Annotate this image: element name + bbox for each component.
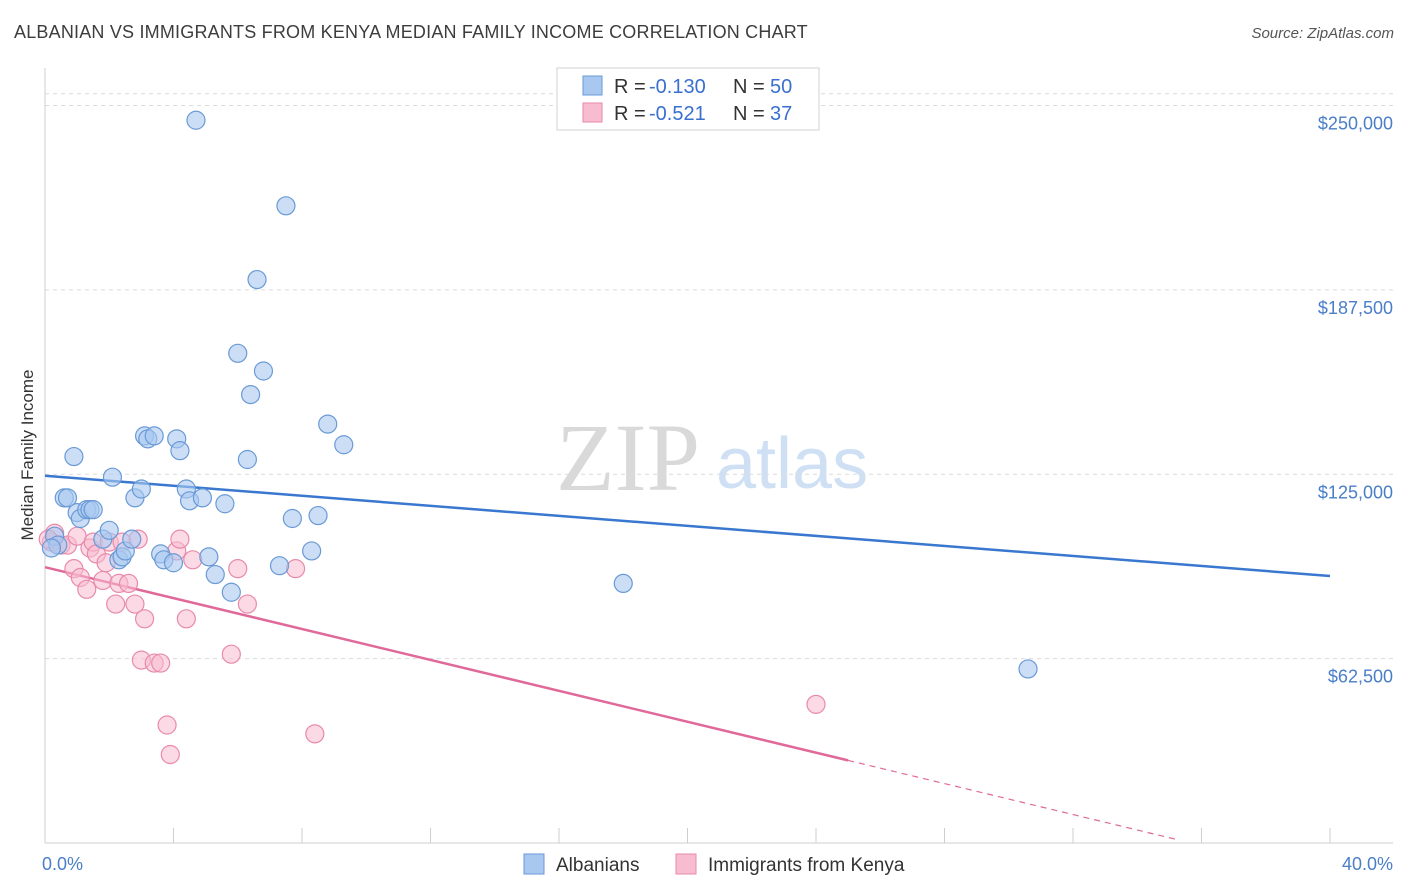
point-albanians <box>186 110 206 130</box>
point-albanians <box>308 505 328 526</box>
correlation-legend: R = -0.130 N = 50 R = -0.521 N = 37 <box>556 67 820 131</box>
legend-n-label-2: N = <box>733 103 765 125</box>
legend-swatch-albanians <box>582 75 603 96</box>
legend-swatch-kenya <box>582 102 603 123</box>
legend-n-value-2: 37 <box>770 103 792 125</box>
trend-line-kenya <box>44 565 849 762</box>
point-albanians <box>170 441 190 461</box>
point-albanians <box>144 426 164 446</box>
x-tick-label-max: 40.0% <box>1342 854 1393 874</box>
point-albanians <box>99 520 119 540</box>
series-legend: Albanians Immigrants from Kenya <box>523 853 905 876</box>
point-kenya <box>305 724 325 744</box>
axes <box>44 68 1393 844</box>
bottom-legend-kenya: Immigrants from Kenya <box>708 855 905 876</box>
point-albanians <box>282 508 302 529</box>
x-axis-labels: 0.0% 40.0% <box>42 854 1393 874</box>
bottom-legend-swatch-kenya <box>675 853 697 875</box>
point-albanians <box>41 538 62 558</box>
source-credit: Source: ZipAtlas.com <box>1251 25 1394 42</box>
y-axis-labels: $62,500 $125,000 $187,500 $250,000 <box>1318 114 1393 687</box>
bottom-legend-swatch-albanians <box>523 853 545 875</box>
trend-line-kenya-extension <box>847 759 1180 841</box>
y-tick-label: $125,000 <box>1318 482 1393 502</box>
point-kenya <box>221 644 241 664</box>
point-kenya <box>157 715 177 735</box>
point-kenya <box>237 594 257 614</box>
grid-lines <box>45 93 1393 660</box>
watermark-zip: ZIP <box>556 404 700 511</box>
point-albanians <box>192 488 213 508</box>
point-albanians <box>1018 659 1038 679</box>
watermark-atlas: atlas <box>716 424 868 504</box>
chart-title: ALBANIAN VS IMMIGRANTS FROM KENYA MEDIAN… <box>14 22 808 42</box>
point-albanians <box>64 446 84 467</box>
series-albanians-points <box>41 110 1038 679</box>
trend-lines <box>44 474 1331 841</box>
point-kenya <box>134 609 155 629</box>
point-kenya <box>228 559 248 579</box>
legend-r-value-1: -0.130 <box>649 76 706 98</box>
point-albanians <box>302 541 322 561</box>
bottom-legend-albanians: Albanians <box>556 855 639 876</box>
legend-n-label-1: N = <box>733 76 765 98</box>
point-kenya <box>170 529 190 549</box>
point-albanians <box>215 494 235 514</box>
trend-line-albanians <box>44 474 1331 578</box>
x-tick-label-min: 0.0% <box>42 854 83 874</box>
point-albanians <box>269 556 290 576</box>
point-kenya <box>106 594 126 614</box>
point-albanians <box>205 564 225 585</box>
y-tick-label: $187,500 <box>1318 298 1393 318</box>
point-kenya <box>125 594 145 614</box>
point-albanians <box>163 553 184 573</box>
point-albanians <box>247 269 267 290</box>
point-kenya <box>160 744 180 765</box>
legend-n-value-1: 50 <box>770 76 792 98</box>
point-kenya <box>93 570 113 591</box>
point-albanians <box>613 573 633 594</box>
point-albanians <box>228 343 248 363</box>
point-albanians <box>102 467 123 487</box>
point-albanians <box>334 435 354 455</box>
point-albanians <box>276 196 296 216</box>
y-tick-label: $62,500 <box>1328 667 1393 687</box>
point-albanians <box>241 385 261 405</box>
legend-r-label-2: R = <box>614 103 646 125</box>
y-axis-title: Median Family Income <box>18 369 37 540</box>
point-kenya <box>183 550 203 570</box>
point-albanians <box>131 479 151 499</box>
legend-r-value-2: -0.521 <box>649 103 706 125</box>
point-kenya <box>176 609 196 629</box>
legend-r-label-1: R = <box>614 76 646 98</box>
point-albanians <box>57 488 78 508</box>
y-tick-label: $250,000 <box>1318 114 1393 134</box>
point-albanians <box>199 547 219 567</box>
point-kenya <box>118 573 139 594</box>
point-kenya <box>151 653 171 673</box>
point-kenya <box>806 694 826 714</box>
point-albanians <box>237 449 257 470</box>
point-kenya <box>77 579 97 599</box>
point-albanians <box>83 500 103 520</box>
point-albanians <box>318 414 338 434</box>
point-albanians <box>253 361 274 381</box>
point-kenya <box>285 559 306 579</box>
point-albanians <box>122 529 142 549</box>
point-albanians <box>221 582 241 602</box>
